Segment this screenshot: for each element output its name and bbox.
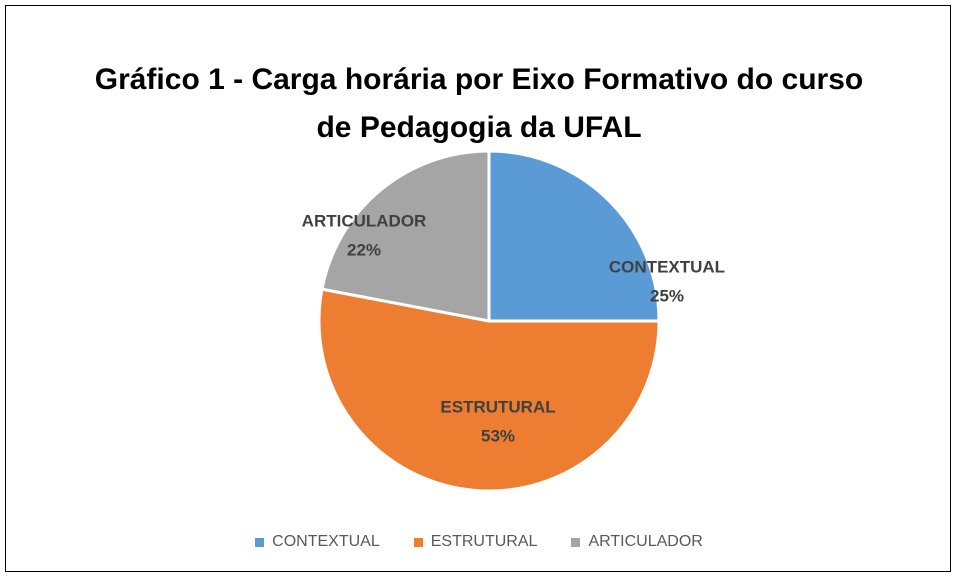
legend-item: ESTRUTURAL [413, 533, 538, 551]
slice-value-label: 53% [481, 426, 515, 445]
legend-label: CONTEXTUAL [272, 533, 380, 550]
chart-title: Gráfico 1 - Carga horária por Eixo Forma… [94, 63, 864, 144]
legend-label: ARTICULADOR [588, 533, 703, 550]
legend-item: ARTICULADOR [571, 533, 703, 551]
slice-value-label: 22% [347, 240, 381, 259]
chart-frame [5, 5, 951, 572]
legend-swatch [571, 537, 581, 547]
pie-slice [320, 149, 491, 323]
legend-item: CONTEXTUAL [255, 533, 380, 551]
legend-swatch [413, 537, 423, 547]
slice-category-label: ARTICULADOR [302, 211, 427, 230]
slice-category-label: CONTEXTUAL [609, 257, 725, 276]
legend-swatch [255, 537, 265, 547]
pie-slice [487, 149, 661, 323]
legend: CONTEXTUAL ESTRUTURAL ARTICULADOR [0, 533, 958, 551]
pie-slice [317, 287, 661, 493]
legend-label: ESTRUTURAL [430, 533, 538, 550]
slice-value-label: 25% [650, 286, 684, 305]
slice-category-label: ESTRUTURAL [440, 397, 555, 416]
